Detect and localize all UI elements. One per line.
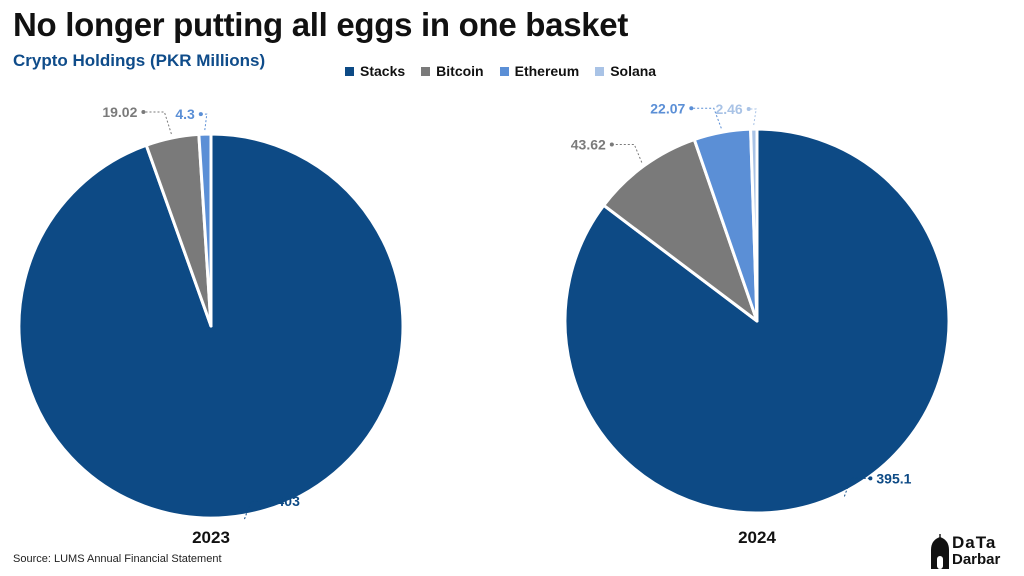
brand-logo: DaTa Darbar: [930, 533, 1016, 571]
pie-slice-2024-solana: [749, 127, 759, 323]
legend-label-ethereum: Ethereum: [514, 63, 580, 79]
legend-item-bitcoin: Bitcoin: [421, 63, 484, 79]
data-label-2023-ethereum: 4.3: [175, 106, 195, 122]
leader-dot-2024-bitcoin: [609, 142, 614, 147]
pie-2024: 395.1 43.62 22.07 2.46: [563, 100, 951, 515]
leader-line-2023-bitcoin: [143, 111, 172, 135]
pie-slice-2023-ethereum: [197, 132, 213, 328]
mosque-dome-icon: [931, 534, 949, 569]
source-note: Source: LUMS Annual Financial Statement: [13, 553, 222, 565]
legend-swatch-solana: [595, 66, 605, 76]
leader-line-2023-ethereum: [200, 113, 208, 131]
legend: Stacks Bitcoin Ethereum Solana: [345, 61, 656, 81]
data-label-2023-stacks: 403: [277, 493, 301, 509]
data-label-2024-stacks: 395.1: [876, 470, 911, 486]
leader-line-2024-solana: [748, 108, 757, 126]
chart-title: No longer putting all eggs in one basket: [13, 6, 629, 43]
legend-swatch-ethereum: [499, 66, 509, 76]
legend-label-stacks: Stacks: [360, 63, 406, 79]
leader-dot-2023-ethereum: [198, 112, 203, 117]
leader-dot-2024-solana: [746, 107, 751, 111]
year-label-2024: 2024: [738, 528, 776, 547]
data-label-2024-bitcoin: 43.62: [571, 137, 606, 153]
leader-dot-2024-stacks: [868, 476, 873, 481]
data-label-2023-bitcoin: 19.02: [102, 104, 137, 120]
leader-dot-2023-bitcoin: [141, 110, 146, 114]
legend-label-bitcoin: Bitcoin: [436, 63, 484, 79]
leader-line-2024-stacks: [843, 477, 871, 497]
legend-item-stacks: Stacks: [345, 63, 405, 79]
leader-line-2024-ethereum: [691, 107, 722, 129]
legend-swatch-stacks: [345, 66, 354, 76]
leader-dot-2024-ethereum: [689, 106, 694, 111]
leader-dot-2023-stacks: [268, 499, 273, 504]
logo-top-text: DaTa: [952, 533, 997, 552]
logo-bottom-text: Darbar: [952, 551, 1001, 568]
pie-slice-2024-bitcoin: [602, 138, 759, 323]
data-label-2024-solana: 2.46: [715, 101, 742, 117]
legend-label-solana: Solana: [610, 63, 657, 79]
year-label-2023: 2023: [192, 528, 230, 547]
legend-swatch-bitcoin: [421, 66, 431, 76]
pie-2023: 403 19.02 4.3: [17, 104, 405, 520]
leader-line-2024-bitcoin: [611, 144, 643, 163]
legend-item-solana: Solana: [595, 63, 656, 79]
data-label-2024-ethereum: 22.07: [650, 100, 685, 116]
legend-item-ethereum: Ethereum: [499, 63, 580, 79]
leader-line-2023-stacks: [244, 500, 271, 520]
chart-subtitle: Crypto Holdings (PKR Millions): [13, 51, 266, 70]
